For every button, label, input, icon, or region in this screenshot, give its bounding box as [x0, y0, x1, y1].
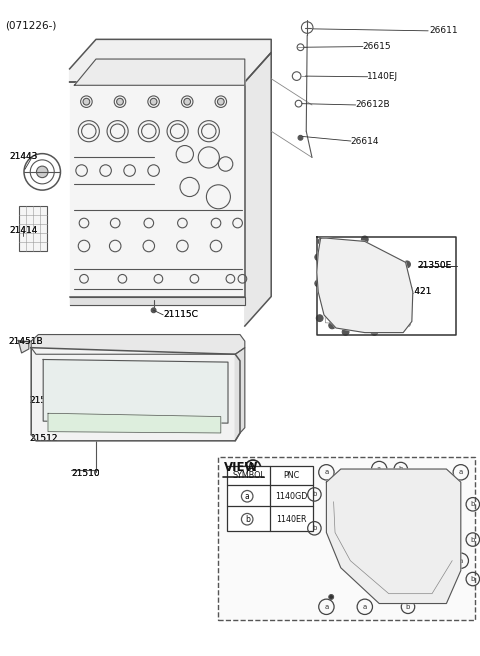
Text: (071226-): (071226-)	[5, 21, 56, 31]
Text: 21510: 21510	[71, 469, 100, 478]
Text: b: b	[470, 576, 475, 582]
Text: 1140EJ: 1140EJ	[367, 72, 398, 81]
Circle shape	[371, 329, 378, 335]
Circle shape	[315, 280, 322, 287]
Circle shape	[405, 290, 411, 297]
Text: b: b	[245, 515, 250, 523]
Text: PNC: PNC	[284, 472, 300, 480]
Circle shape	[53, 411, 60, 419]
Circle shape	[217, 98, 224, 105]
Text: 26614: 26614	[350, 136, 379, 146]
Text: 21115C: 21115C	[163, 310, 198, 319]
Circle shape	[36, 166, 48, 178]
Polygon shape	[31, 335, 245, 354]
Text: b: b	[470, 537, 475, 543]
Text: 21414: 21414	[10, 226, 38, 236]
Text: 21512: 21512	[30, 434, 58, 443]
Polygon shape	[70, 297, 245, 305]
Text: 21510: 21510	[71, 469, 100, 478]
Text: 21473: 21473	[345, 317, 373, 326]
Text: 21516A: 21516A	[30, 396, 64, 405]
Circle shape	[329, 480, 334, 485]
Circle shape	[316, 315, 323, 321]
Circle shape	[342, 329, 349, 335]
Text: 21350E: 21350E	[418, 261, 452, 270]
Circle shape	[315, 254, 322, 260]
Circle shape	[329, 322, 336, 329]
Bar	[227, 466, 313, 531]
Text: 21513A: 21513A	[71, 415, 106, 424]
Polygon shape	[317, 238, 413, 333]
Polygon shape	[48, 413, 221, 433]
Polygon shape	[74, 59, 245, 85]
Text: 21350E: 21350E	[418, 261, 452, 270]
Text: 1140ER: 1140ER	[276, 515, 307, 523]
Polygon shape	[18, 340, 29, 353]
Text: 26615: 26615	[362, 42, 391, 51]
Text: b: b	[312, 525, 317, 531]
Bar	[19, 206, 47, 251]
Circle shape	[398, 516, 403, 521]
Text: A: A	[361, 270, 369, 281]
Polygon shape	[235, 348, 245, 441]
Text: b: b	[398, 466, 403, 472]
Polygon shape	[326, 469, 461, 604]
Text: b: b	[406, 604, 410, 610]
Text: A: A	[250, 462, 256, 473]
Circle shape	[151, 308, 156, 313]
Text: a: a	[459, 469, 463, 476]
Circle shape	[361, 236, 368, 243]
Circle shape	[298, 135, 303, 140]
Text: 21421: 21421	[403, 287, 432, 297]
Text: SYMBOL: SYMBOL	[232, 472, 265, 480]
Circle shape	[83, 98, 90, 105]
Polygon shape	[70, 82, 245, 297]
Text: VIEW: VIEW	[224, 461, 259, 474]
Circle shape	[184, 98, 191, 105]
Text: a: a	[324, 604, 328, 610]
Text: a: a	[377, 466, 381, 472]
Text: 1140GD: 1140GD	[276, 492, 308, 501]
Text: 21513A: 21513A	[71, 415, 106, 424]
Text: 26611: 26611	[430, 26, 458, 35]
Polygon shape	[31, 348, 240, 441]
Text: 21451B: 21451B	[9, 337, 43, 346]
Text: a: a	[324, 469, 328, 476]
Circle shape	[150, 98, 157, 105]
Polygon shape	[70, 39, 271, 82]
Circle shape	[404, 320, 410, 327]
Text: b: b	[312, 491, 317, 497]
Circle shape	[454, 480, 458, 485]
Text: 21512: 21512	[30, 434, 58, 443]
Circle shape	[318, 238, 325, 245]
Circle shape	[329, 594, 334, 600]
Text: 26612B: 26612B	[355, 100, 390, 110]
Text: 21421: 21421	[403, 287, 432, 297]
Text: a: a	[459, 558, 463, 564]
Text: a: a	[245, 492, 250, 501]
Text: a: a	[363, 604, 367, 610]
Text: 21473: 21473	[345, 317, 373, 326]
Text: 21443: 21443	[10, 152, 38, 161]
Text: 21516A: 21516A	[30, 396, 64, 405]
Circle shape	[117, 98, 123, 105]
Text: b: b	[470, 501, 475, 507]
Polygon shape	[245, 52, 271, 326]
Text: 21115C: 21115C	[163, 310, 198, 319]
Text: 21414: 21414	[10, 226, 38, 236]
Bar	[218, 457, 475, 620]
Polygon shape	[43, 359, 228, 423]
Text: 21451B: 21451B	[9, 337, 43, 346]
Text: 21443: 21443	[10, 152, 38, 161]
Circle shape	[404, 261, 410, 268]
